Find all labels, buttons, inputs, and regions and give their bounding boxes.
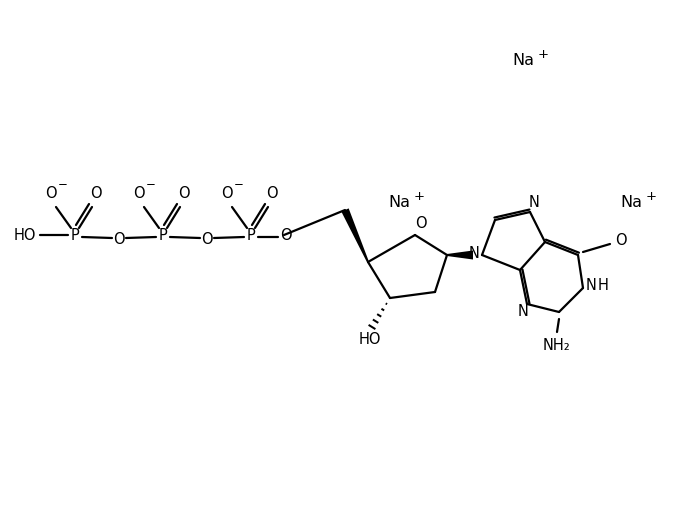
Text: Na: Na: [620, 194, 642, 210]
Text: O: O: [201, 231, 213, 246]
Text: P: P: [70, 228, 79, 242]
Text: NH₂: NH₂: [543, 337, 571, 353]
Text: Na: Na: [512, 53, 534, 68]
Text: O: O: [90, 186, 102, 201]
Text: O: O: [178, 186, 190, 201]
Text: O: O: [280, 228, 292, 242]
Text: −: −: [234, 177, 244, 190]
Text: N: N: [518, 305, 528, 319]
Text: O: O: [221, 186, 233, 201]
Text: O: O: [266, 186, 278, 201]
Text: O: O: [133, 186, 145, 201]
Text: H: H: [598, 279, 608, 293]
Text: N: N: [528, 194, 539, 210]
Text: N: N: [468, 245, 480, 261]
Text: +: +: [646, 189, 657, 202]
Polygon shape: [341, 209, 369, 263]
Text: +: +: [538, 47, 549, 60]
Text: P: P: [159, 228, 167, 242]
Text: Na: Na: [388, 194, 410, 210]
Text: −: −: [146, 177, 156, 190]
Text: O: O: [113, 231, 125, 246]
Text: +: +: [414, 189, 425, 202]
Text: O: O: [615, 232, 627, 248]
Text: N: N: [585, 279, 596, 293]
Text: P: P: [246, 228, 255, 242]
Text: −: −: [58, 177, 68, 190]
Polygon shape: [447, 251, 473, 259]
Text: O: O: [416, 215, 427, 230]
Text: HO: HO: [14, 228, 36, 242]
Text: HO: HO: [358, 332, 381, 347]
Text: O: O: [45, 186, 57, 201]
